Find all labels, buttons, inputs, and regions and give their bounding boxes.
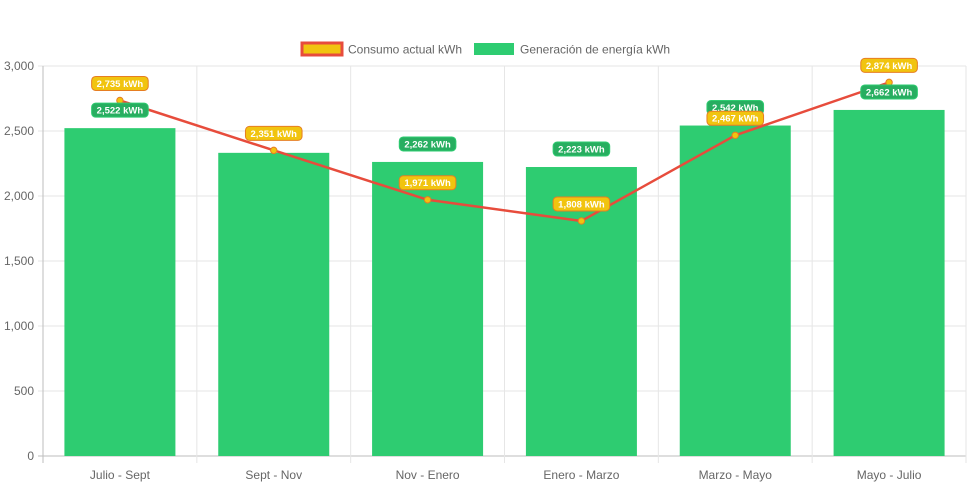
y-tick-label: 3,000 [4, 59, 34, 73]
line-value-label-text: 1,971 kWh [404, 178, 451, 189]
bar-value-label: 2,262 kWh [398, 136, 457, 152]
bar-value-label-bg [91, 102, 149, 118]
grid-lines [38, 65, 967, 463]
bar-value-label-text: 2,262 kWh [404, 139, 451, 150]
line-point[interactable] [423, 196, 432, 204]
legend-swatch-consumo [300, 41, 344, 57]
line-value-label: 2,351 kWh [244, 125, 303, 141]
line-value-label: 2,874 kWh [860, 57, 918, 73]
legend-item-generacion[interactable]: Generación de energía kWh [474, 43, 670, 57]
line-value-label-bg [91, 75, 149, 91]
line-point[interactable] [270, 146, 278, 155]
y-tick-label: 500 [14, 384, 34, 398]
line-value-label-bg [244, 125, 303, 141]
bar-value-label-text: 2,542 kWh [712, 103, 759, 114]
line-value-label-bg [706, 110, 765, 126]
bar-value-label-bg [860, 84, 918, 100]
line-value-label-bg [860, 57, 918, 73]
legend-swatch-generacion [474, 43, 514, 55]
x-tick-label: Mayo - Julio [857, 468, 922, 482]
x-tick-label: Nov - Enero [396, 468, 460, 482]
bar-value-label-bg [398, 136, 457, 152]
bar-value-label-text: 2,662 kWh [866, 87, 913, 98]
line-value-label: 2,735 kWh [91, 75, 149, 91]
bar[interactable] [679, 125, 791, 456]
bar[interactable] [64, 128, 176, 456]
y-tick-label: 0 [27, 449, 34, 463]
bar-value-label-text: 2,223 kWh [558, 144, 605, 155]
line-value-label-bg [552, 196, 611, 212]
bar-series [64, 109, 945, 456]
line-value-label-text: 2,467 kWh [712, 114, 759, 125]
line-value-label-text: 2,735 kWh [97, 79, 144, 90]
line-value-label: 1,808 kWh [552, 196, 611, 212]
line-value-label-text: 2,351 kWh [251, 129, 298, 140]
bar-value-label: 2,662 kWh [860, 84, 918, 100]
bar-value-label: 2,223 kWh [552, 141, 611, 157]
x-tick-label: Sept - Nov [245, 468, 302, 482]
bar[interactable] [218, 152, 330, 456]
axes: 0 500 1,000 1,500 2,000 2,500 3,000 Julio - Sep… [4, 59, 922, 482]
data-labels: 2,522 kWh 2,262 kWh 2,223 kWh 2,542 kWh 2,66… [91, 57, 918, 212]
bar-value-label: 2,522 kWh [91, 102, 149, 118]
bar-value-label-bg [552, 141, 611, 157]
line-value-label-text: 1,808 kWh [558, 199, 605, 210]
bar[interactable] [833, 109, 945, 456]
bar-value-label-text: 2,522 kWh [97, 106, 144, 117]
line-value-label: 1,971 kWh [398, 175, 457, 191]
line-value-label-bg [398, 175, 457, 191]
bar[interactable] [372, 161, 484, 456]
line-point[interactable] [731, 131, 739, 139]
y-tick-label: 2,500 [4, 124, 34, 138]
line-series [116, 78, 893, 225]
line-path [119, 81, 890, 223]
legend-label-consumo: Consumo actual kWh [348, 43, 462, 57]
y-tick-label: 1,000 [4, 319, 34, 333]
line-value-label-text: 2,874 kWh [866, 61, 913, 72]
y-tick-label: 1,500 [4, 254, 34, 268]
x-tick-label: Enero - Marzo [543, 468, 619, 482]
line-point[interactable] [577, 217, 586, 225]
y-tick-label: 2,000 [4, 189, 34, 203]
legend-label-generacion: Generación de energía kWh [520, 43, 670, 57]
legend[interactable]: Consumo actual kWh Generación de energía … [300, 41, 670, 57]
legend-item-consumo[interactable]: Consumo actual kWh [300, 41, 462, 57]
x-tick-label: Marzo - Mayo [699, 468, 773, 482]
line-value-label: 2,467 kWh [706, 110, 765, 126]
x-tick-label: Julio - Sept [90, 468, 151, 482]
